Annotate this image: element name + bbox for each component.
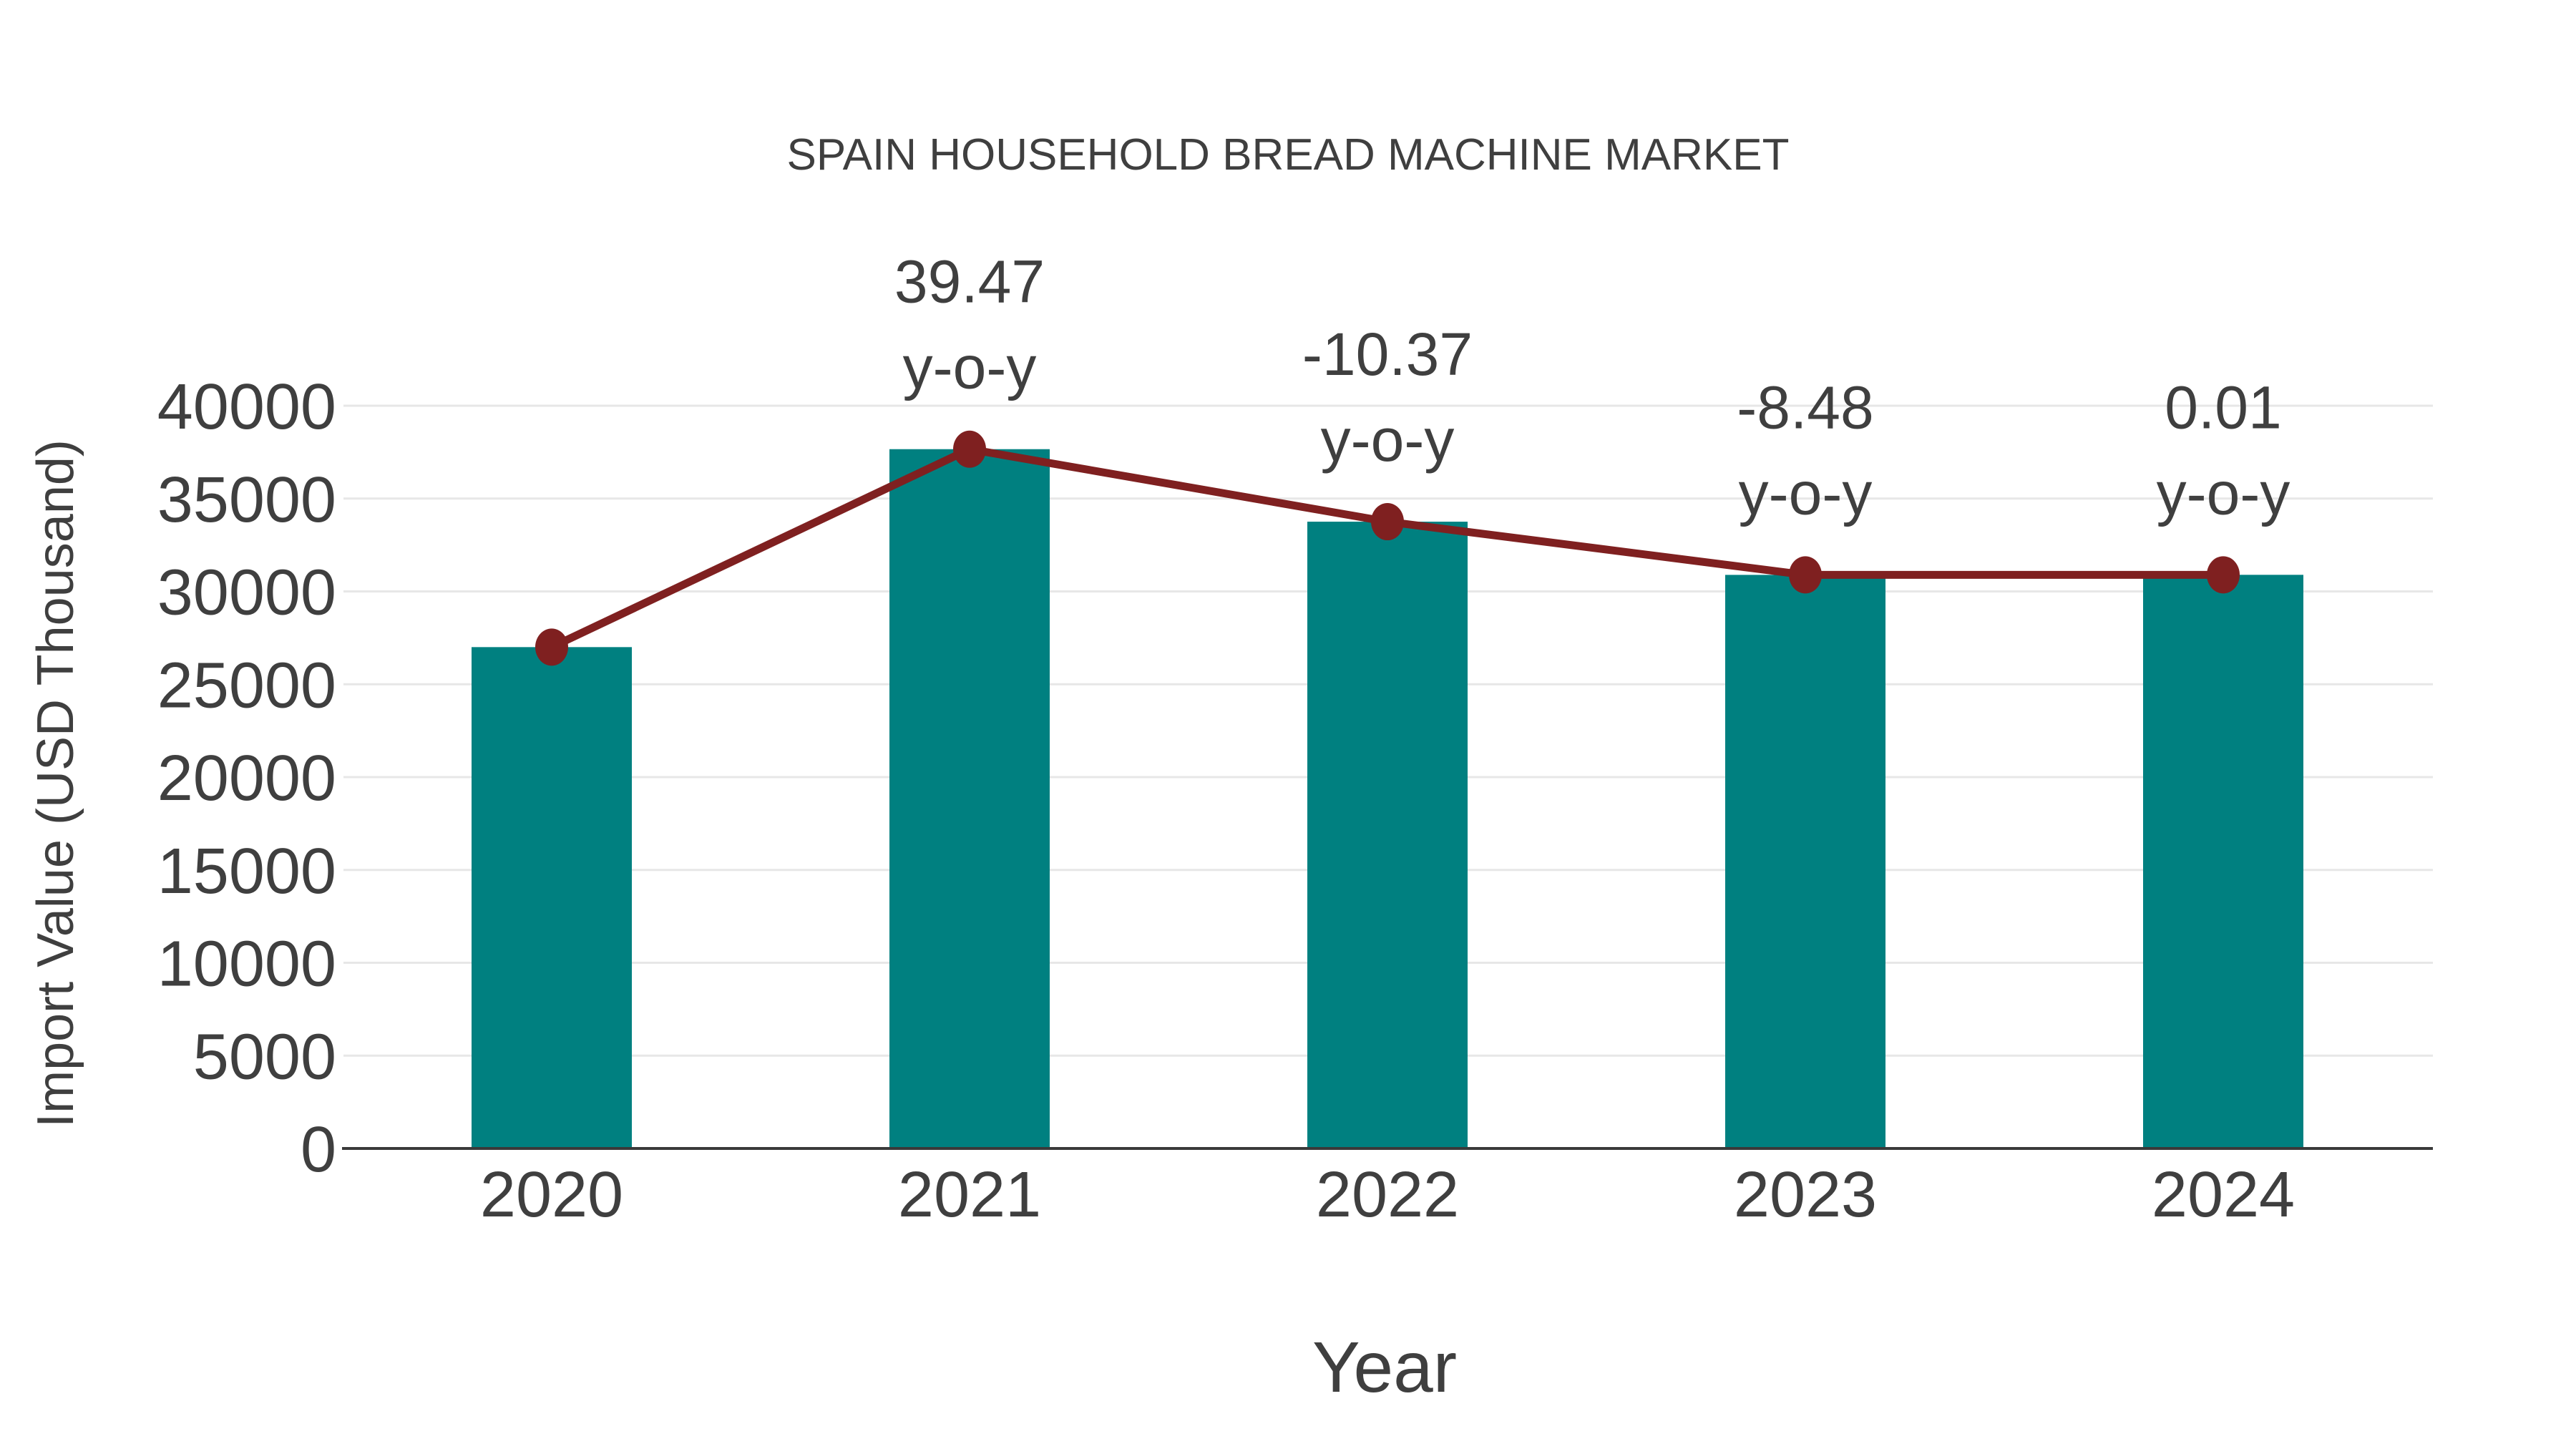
bar-2024 (2143, 575, 2303, 1148)
line-layer (535, 430, 2240, 666)
tick-layer: 0 5000 10000 15000 20000 25000 30000 35000 40000… (157, 371, 2295, 1231)
annotation-suffix-2022: y-o-y (1321, 406, 1455, 474)
x-tick-label-2024: 2024 (2152, 1159, 2295, 1231)
y-tick-label: 30000 (157, 557, 336, 629)
annotation-suffix-2021: y-o-y (903, 334, 1037, 401)
x-tick-label-2020: 2020 (480, 1159, 623, 1231)
y-tick-label: 0 (301, 1114, 336, 1186)
yoy-marker-2024 (2207, 556, 2240, 594)
y-tick-label: 20000 (157, 743, 336, 814)
x-tick-label-2023: 2023 (1734, 1159, 1877, 1231)
annotation-suffix-2024: y-o-y (2157, 459, 2290, 527)
y-tick-label: 25000 (157, 650, 336, 721)
y-tick-label: 40000 (157, 371, 336, 443)
annotation-value-2023: -8.48 (1737, 374, 1873, 441)
annotation-layer: 39.47 y-o-y -10.37 y-o-y -8.48 y-o-y 0.01 y-o-y (894, 248, 2290, 527)
x-tick-label-2021: 2021 (898, 1159, 1041, 1231)
annotation-value-2024: 0.01 (2165, 374, 2282, 441)
y-tick-label: 10000 (157, 929, 336, 1000)
chart-title: SPAIN HOUSEHOLD BREAD MACHINE MARKET (787, 130, 1790, 180)
annotation-value-2022: -10.37 (1302, 321, 1473, 388)
bar-2021 (889, 449, 1050, 1148)
y-tick-label: 5000 (193, 1021, 336, 1093)
y-axis-title: Import Value (USD Thousand) (27, 439, 84, 1128)
y-tick-label: 35000 (157, 464, 336, 536)
x-tick-label-2022: 2022 (1316, 1159, 1459, 1231)
bar-2022 (1307, 522, 1468, 1148)
y-tick-label: 15000 (157, 836, 336, 907)
bar-2023 (1725, 575, 1885, 1148)
yoy-marker-2020 (535, 628, 568, 666)
bar-2020 (472, 647, 632, 1148)
bar-layer (472, 449, 2303, 1148)
yoy-marker-2023 (1789, 556, 1822, 594)
annotation-suffix-2023: y-o-y (1739, 459, 1873, 527)
x-axis-title: Year (1312, 1327, 1457, 1407)
yoy-marker-2021 (953, 430, 986, 468)
annotation-value-2021: 39.47 (894, 248, 1045, 316)
yoy-marker-2022 (1371, 503, 1404, 541)
